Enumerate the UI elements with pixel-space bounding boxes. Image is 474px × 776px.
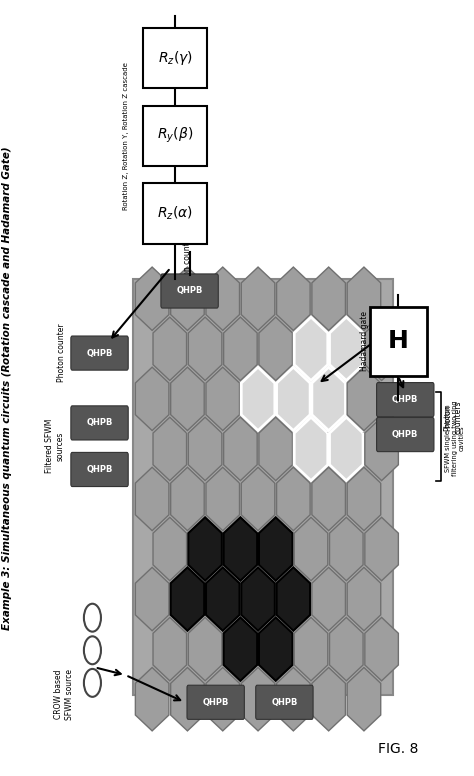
Text: $R_z(\gamma)$: $R_z(\gamma)$ xyxy=(158,49,193,68)
Polygon shape xyxy=(171,367,204,431)
Text: $R_y(\beta)$: $R_y(\beta)$ xyxy=(157,126,193,145)
Polygon shape xyxy=(312,467,346,531)
Polygon shape xyxy=(224,618,257,681)
Polygon shape xyxy=(188,417,222,480)
Polygon shape xyxy=(206,467,239,531)
Polygon shape xyxy=(294,317,328,380)
FancyBboxPatch shape xyxy=(187,685,245,719)
Polygon shape xyxy=(312,567,346,631)
FancyBboxPatch shape xyxy=(71,406,128,440)
Text: Rotation Z, Rotation Y, Rotation Z cascade: Rotation Z, Rotation Y, Rotation Z casca… xyxy=(123,62,128,210)
Text: Photon counter: Photon counter xyxy=(57,324,66,383)
Polygon shape xyxy=(276,667,310,731)
FancyBboxPatch shape xyxy=(161,274,218,308)
Polygon shape xyxy=(312,267,346,331)
Text: H: H xyxy=(388,330,409,353)
Polygon shape xyxy=(206,667,239,731)
Polygon shape xyxy=(365,518,398,580)
Text: Filtered SFWM
sources: Filtered SFWM sources xyxy=(45,419,64,473)
Polygon shape xyxy=(224,417,257,480)
Text: CROW based
SFWM source: CROW based SFWM source xyxy=(55,669,73,720)
Bar xyxy=(143,28,207,88)
Polygon shape xyxy=(188,618,222,681)
Polygon shape xyxy=(294,417,328,480)
Polygon shape xyxy=(276,367,310,431)
Bar xyxy=(370,307,427,376)
Polygon shape xyxy=(347,667,381,731)
Text: Photon
counters: Photon counters xyxy=(443,400,462,435)
Text: QHPB: QHPB xyxy=(271,698,298,707)
Text: FIG. 8: FIG. 8 xyxy=(378,742,419,756)
Text: QHPB: QHPB xyxy=(86,418,113,428)
Polygon shape xyxy=(347,467,381,531)
Polygon shape xyxy=(276,267,310,331)
Polygon shape xyxy=(206,267,239,331)
Polygon shape xyxy=(171,567,204,631)
Polygon shape xyxy=(329,317,363,380)
Text: QHPB: QHPB xyxy=(392,430,419,439)
FancyBboxPatch shape xyxy=(255,685,313,719)
Polygon shape xyxy=(206,567,239,631)
Polygon shape xyxy=(241,267,275,331)
Text: $R_z(\alpha)$: $R_z(\alpha)$ xyxy=(157,205,193,222)
Bar xyxy=(133,279,393,695)
Polygon shape xyxy=(259,417,292,480)
Polygon shape xyxy=(312,367,346,431)
Polygon shape xyxy=(241,367,275,431)
Text: Example 3: Simultaneous quantum circuits (Rotation cascade and Hadamard Gate): Example 3: Simultaneous quantum circuits… xyxy=(2,146,12,630)
Bar xyxy=(143,106,207,166)
Polygon shape xyxy=(365,417,398,480)
Polygon shape xyxy=(259,618,292,681)
Polygon shape xyxy=(188,518,222,580)
Polygon shape xyxy=(365,618,398,681)
Polygon shape xyxy=(329,618,363,681)
Polygon shape xyxy=(259,518,292,580)
Polygon shape xyxy=(136,667,169,731)
Text: QHPB: QHPB xyxy=(86,348,113,358)
Polygon shape xyxy=(224,518,257,580)
Polygon shape xyxy=(171,267,204,331)
Polygon shape xyxy=(136,567,169,631)
Polygon shape xyxy=(276,567,310,631)
Polygon shape xyxy=(136,467,169,531)
Polygon shape xyxy=(188,317,222,380)
Text: QHPB: QHPB xyxy=(392,395,419,404)
Polygon shape xyxy=(329,518,363,580)
FancyBboxPatch shape xyxy=(376,383,434,417)
Text: SFWM single photon
filtering using two ring
cavities: SFWM single photon filtering using two r… xyxy=(445,400,465,476)
Polygon shape xyxy=(153,518,187,580)
Text: QHPB: QHPB xyxy=(202,698,229,707)
FancyBboxPatch shape xyxy=(71,336,128,370)
Polygon shape xyxy=(136,367,169,431)
Polygon shape xyxy=(294,518,328,580)
Polygon shape xyxy=(276,467,310,531)
Polygon shape xyxy=(153,317,187,380)
Polygon shape xyxy=(241,667,275,731)
Polygon shape xyxy=(294,618,328,681)
Polygon shape xyxy=(259,317,292,380)
Polygon shape xyxy=(153,618,187,681)
Text: QHPB: QHPB xyxy=(176,286,203,296)
Text: Photon counter: Photon counter xyxy=(183,234,191,293)
Polygon shape xyxy=(224,317,257,380)
Polygon shape xyxy=(329,417,363,480)
Polygon shape xyxy=(171,667,204,731)
Polygon shape xyxy=(241,467,275,531)
Polygon shape xyxy=(136,267,169,331)
Polygon shape xyxy=(347,367,381,431)
FancyBboxPatch shape xyxy=(71,452,128,487)
Polygon shape xyxy=(365,317,398,380)
FancyBboxPatch shape xyxy=(376,417,434,452)
Text: Hadamard gate: Hadamard gate xyxy=(361,311,369,372)
Text: QHPB: QHPB xyxy=(86,465,113,474)
Polygon shape xyxy=(171,467,204,531)
Polygon shape xyxy=(347,567,381,631)
Polygon shape xyxy=(312,667,346,731)
Polygon shape xyxy=(241,567,275,631)
Bar xyxy=(143,183,207,244)
Polygon shape xyxy=(206,367,239,431)
Polygon shape xyxy=(153,417,187,480)
Polygon shape xyxy=(347,267,381,331)
